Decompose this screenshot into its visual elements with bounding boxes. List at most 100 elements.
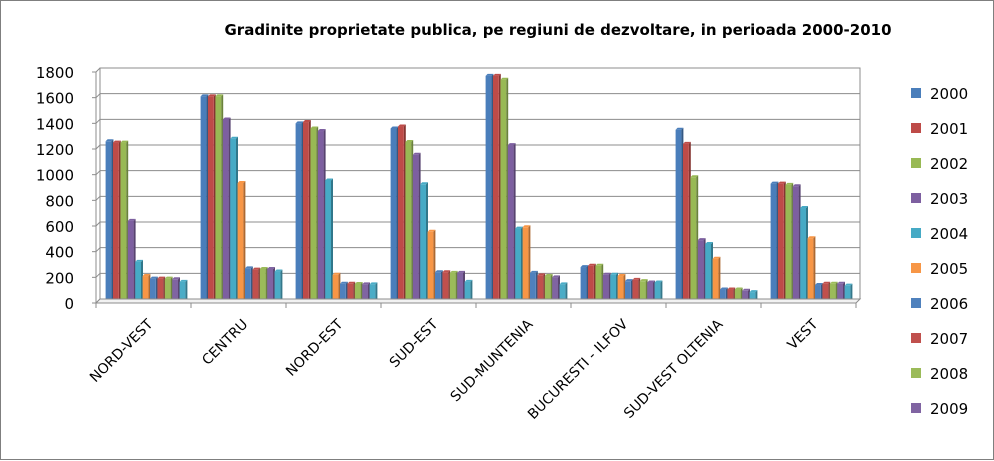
bar-top: [485, 73, 494, 76]
bar-side: [850, 283, 853, 303]
bar: [705, 243, 711, 303]
bar: [332, 274, 339, 303]
gridline-depth: [95, 195, 101, 201]
bar: [427, 231, 434, 303]
bar: [770, 183, 777, 303]
bar-side: [470, 279, 473, 303]
bar: [712, 258, 719, 303]
bar-side: [331, 178, 333, 303]
bar-side: [360, 282, 363, 303]
bar-top: [537, 273, 546, 276]
bar: [552, 277, 558, 303]
bar-top: [552, 275, 560, 278]
bar: [500, 79, 507, 303]
bar: [398, 126, 404, 304]
bar-top: [179, 279, 188, 282]
bar-side: [513, 143, 516, 303]
bar: [150, 278, 156, 303]
y-tick-label: 400: [45, 244, 74, 262]
bar-top: [778, 181, 786, 184]
bar-side: [213, 94, 216, 303]
bar-top: [507, 143, 516, 146]
bar-side: [813, 236, 816, 303]
bar: [172, 279, 178, 303]
bar-top: [362, 282, 370, 285]
bar: [113, 142, 119, 303]
bar: [325, 180, 331, 303]
legend-label: 2002: [930, 155, 968, 173]
bar-side: [506, 77, 509, 303]
bar: [734, 289, 741, 303]
bar: [310, 128, 317, 303]
x-tick-label: SUD-EST: [387, 316, 442, 371]
bar: [252, 269, 259, 303]
bar: [580, 267, 587, 303]
legend-swatch: [911, 158, 921, 168]
bar-side: [338, 272, 341, 303]
bar: [675, 129, 682, 303]
y-tick-label: 600: [45, 218, 74, 236]
bar-side: [375, 282, 378, 303]
bar-side: [718, 256, 721, 303]
y-tick-label: 1000: [36, 167, 74, 185]
bar: [420, 184, 426, 303]
bar-side: [316, 126, 319, 303]
bar-side: [345, 281, 348, 303]
bar-top: [317, 129, 326, 132]
bar-side: [221, 94, 224, 303]
bar: [200, 96, 207, 303]
bar: [340, 283, 346, 303]
bar-top: [522, 225, 531, 228]
x-tick-label: SUD-VEST OLTENIA: [621, 316, 727, 422]
bar: [697, 240, 704, 303]
bar-side: [586, 265, 589, 303]
bar-top: [222, 117, 231, 120]
bar: [822, 283, 829, 303]
bar: [135, 261, 141, 303]
bar-side: [141, 259, 143, 303]
bar: [142, 276, 149, 303]
bar-top: [259, 266, 268, 269]
bar-side: [593, 263, 596, 303]
bar: [617, 276, 624, 303]
bar-side: [463, 270, 465, 303]
legend-swatch: [911, 368, 921, 378]
bar-top: [595, 263, 604, 266]
bar: [215, 96, 222, 303]
bar-side: [411, 139, 414, 303]
bar-top: [332, 272, 341, 275]
y-tick-label: 1200: [36, 141, 74, 159]
bar-top: [252, 267, 261, 270]
bar-side: [783, 181, 786, 303]
bar-side: [535, 270, 538, 303]
bar-top: [515, 226, 523, 229]
bar: [259, 268, 266, 303]
bar-side: [155, 276, 158, 303]
bar-top: [412, 152, 421, 155]
bar: [120, 142, 127, 303]
bar-top: [150, 276, 158, 279]
bar-side: [250, 266, 253, 303]
legend-swatch: [911, 298, 921, 308]
bar: [537, 275, 544, 303]
bar-side: [185, 279, 188, 303]
bar-top: [544, 274, 553, 277]
bar: [127, 220, 134, 303]
bar: [457, 272, 463, 303]
bar-top: [340, 281, 348, 284]
bar-top: [815, 283, 823, 286]
legend-swatch: [911, 403, 921, 413]
bar: [442, 272, 449, 303]
bar-side: [681, 127, 684, 303]
bar-top: [639, 279, 648, 282]
bar-side: [228, 117, 231, 303]
bar-side: [828, 281, 831, 303]
bar: [493, 75, 499, 303]
bar: [105, 141, 112, 303]
bar: [405, 141, 412, 303]
legend-swatch: [911, 263, 921, 273]
bar-top: [807, 236, 816, 239]
bar-side: [178, 277, 180, 303]
bar-side: [273, 266, 275, 303]
